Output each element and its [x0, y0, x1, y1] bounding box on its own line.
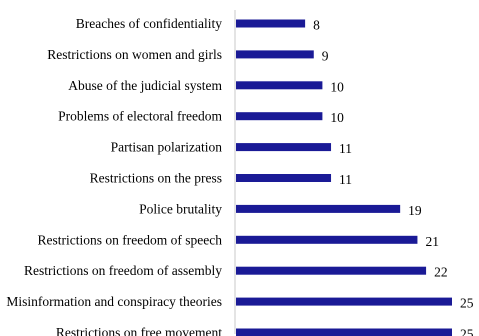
bar [236, 266, 427, 275]
bar [236, 174, 332, 182]
bar [236, 81, 323, 90]
value-label: 8 [313, 18, 320, 33]
value-label: 25 [460, 296, 474, 311]
category-label: Problems of electoral freedom [58, 109, 222, 124]
category-label: Restrictions on freedom of assembly [24, 263, 222, 278]
value-label: 25 [460, 327, 474, 336]
bar [236, 143, 332, 152]
bar [236, 112, 323, 121]
value-label: 11 [339, 141, 352, 156]
category-label: Misinformation and conspiracy theories [6, 294, 222, 309]
category-label: Police brutality [139, 201, 222, 216]
bar [236, 328, 452, 336]
value-label: 10 [330, 79, 344, 94]
value-label: 22 [434, 265, 448, 280]
bar [236, 19, 306, 28]
category-label: Abuse of the judicial system [68, 78, 222, 93]
value-label: 19 [408, 203, 422, 218]
bar [236, 297, 452, 306]
value-label: 10 [330, 110, 344, 125]
bar [236, 204, 401, 213]
value-labels-group: 89 10 10 11 11 19 21 22 25 25 [313, 18, 474, 336]
value-label: 11 [339, 172, 352, 187]
category-labels-group: Breaches of confidentiality Restrictions … [6, 16, 222, 336]
bar [236, 235, 418, 244]
bars-group [236, 19, 452, 336]
value-label: 9 [322, 48, 329, 63]
category-label: Partisan polarization [111, 140, 223, 155]
category-label: Restrictions on freedom of speech [38, 232, 223, 247]
category-label: Restrictions on free movement [56, 325, 222, 336]
bar [236, 50, 314, 59]
value-label: 21 [425, 234, 439, 249]
category-label: Restrictions on women and girls [47, 47, 222, 62]
category-label: Restrictions on the press [90, 171, 222, 186]
category-label: Breaches of confidentiality [76, 16, 222, 31]
